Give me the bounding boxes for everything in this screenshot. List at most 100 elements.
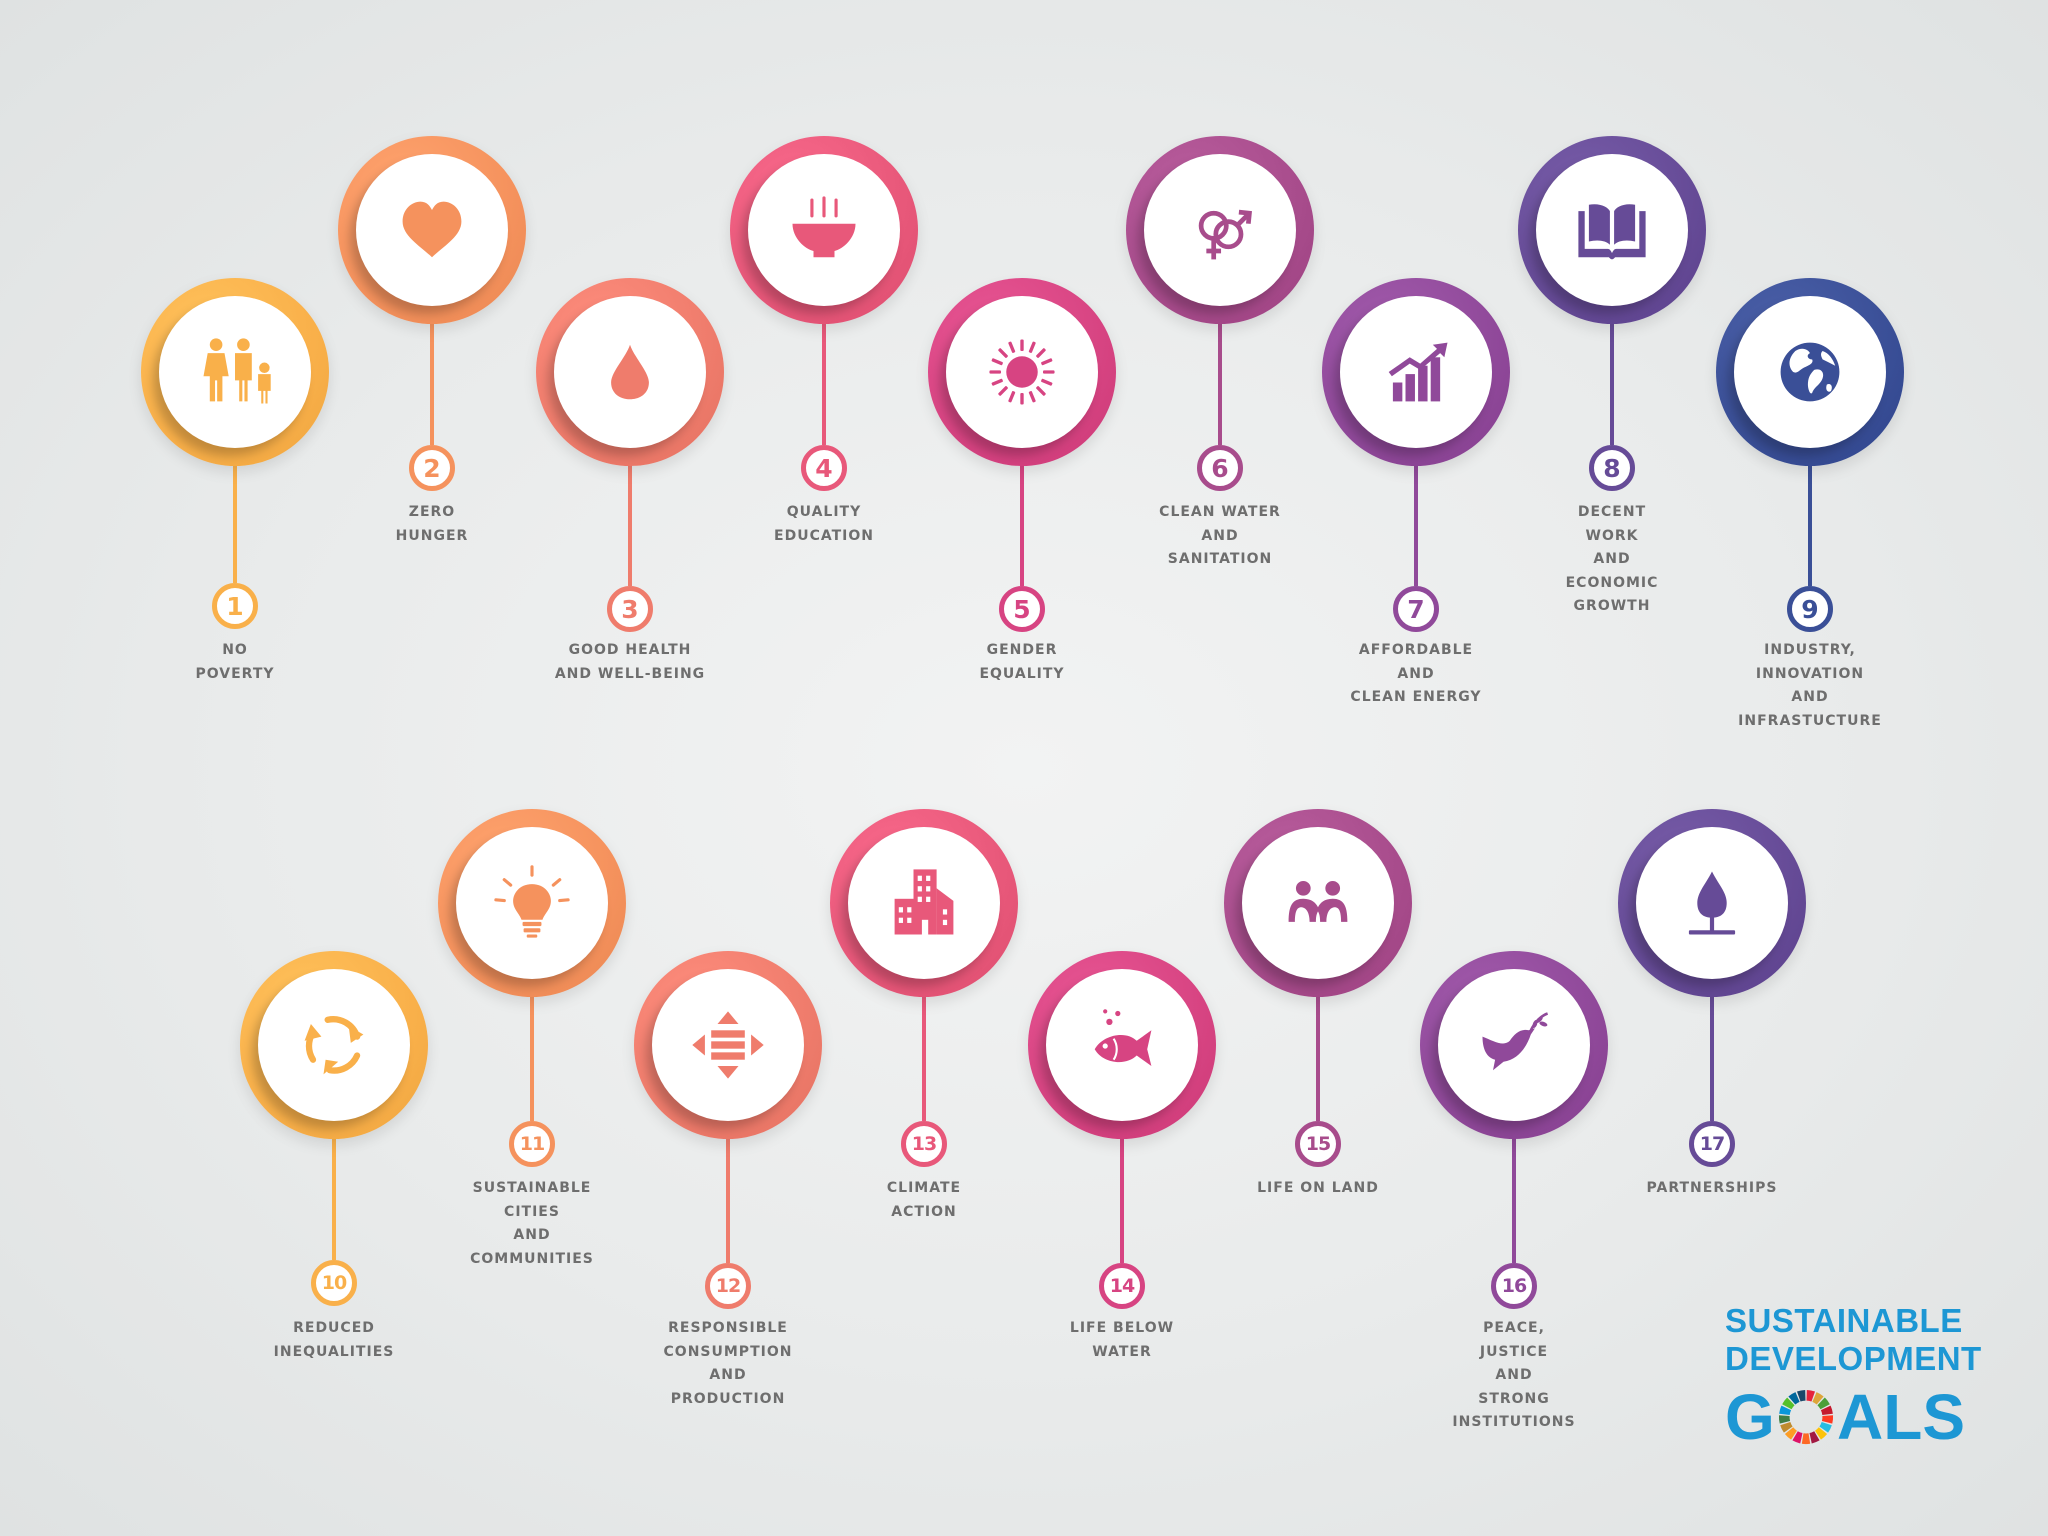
goal-connector-line <box>822 322 826 445</box>
goal-icon-circle <box>1420 951 1608 1139</box>
goal-label: REDUCED INEQUALITIES <box>214 1317 454 1364</box>
sdg-wheel-segment <box>1778 1415 1791 1424</box>
logo-goals-g: G <box>1725 1381 1775 1453</box>
goal-connector-line <box>430 322 434 445</box>
logo-goals-als: ALS <box>1837 1381 1965 1453</box>
goal-label: LIFE ON LAND <box>1198 1177 1438 1201</box>
goal-icon-disc <box>456 827 608 979</box>
goal-icon-disc <box>1734 296 1886 448</box>
goal-icon-disc <box>946 296 1098 448</box>
family-icon <box>203 338 271 404</box>
goal-connector-line <box>726 1137 730 1263</box>
goal-label-line: AFFORDABLE <box>1358 642 1474 658</box>
goal-label-line: AND <box>1397 665 1435 682</box>
goal-label-line: ZERO <box>408 504 456 520</box>
goal-number-badge: 11 <box>509 1121 555 1167</box>
recycle-icon <box>304 1016 364 1075</box>
logo-goals-word: G ALS <box>1725 1382 1980 1452</box>
goal-label-line: INDUSTRY, <box>1764 642 1856 658</box>
goal-label-line: INSTITUTIONS <box>1452 1414 1576 1430</box>
growth-chart-icon <box>1388 342 1448 402</box>
sdg-wheel-segment <box>1782 1397 1795 1410</box>
goal-number-badge: 10 <box>311 1260 357 1306</box>
goal-icon-circle <box>928 278 1116 466</box>
goal-label-line: STRONG <box>1478 1390 1550 1407</box>
goal-label-line: CONSUMPTION <box>663 1343 793 1360</box>
goal-icon-circle <box>1126 136 1314 324</box>
goal-icon-circle <box>730 136 918 324</box>
goal-icon-disc <box>554 296 706 448</box>
goal-icon-circle <box>1518 136 1706 324</box>
goal-label-line: PARTNERSHIPS <box>1646 1180 1778 1196</box>
goal-label-line: INFRASTUCTURE <box>1738 712 1882 729</box>
goal-label-line: QUALITY <box>786 504 862 520</box>
goal-label-line: GROWTH <box>1573 598 1651 614</box>
goal-label-line: COMMUNITIES <box>470 1250 594 1267</box>
goal-label-line: INNOVATION <box>1755 665 1865 682</box>
goal-icon-disc <box>1636 827 1788 979</box>
sdg-wheel-segment <box>1817 1397 1830 1410</box>
sdg-wheel-segment <box>1812 1392 1824 1405</box>
goal-label: RESPONSIBLE CONSUMPTION AND PRODUCTION <box>608 1317 848 1411</box>
goal-label: LIFE BELOW WATER <box>1002 1317 1242 1364</box>
goal-label: INDUSTRY, INNOVATION AND INFRASTUCTURE <box>1690 639 1930 733</box>
goal-icon-circle <box>338 136 526 324</box>
goal-number-badge: 1 <box>212 583 258 629</box>
goal-icon-circle <box>536 278 724 466</box>
goal-label-line: PRODUCTION <box>670 1390 786 1407</box>
goal-label-line: HUNGER <box>395 527 469 544</box>
goal-number-badge: 5 <box>999 586 1045 632</box>
goal-label-line: AND <box>1495 1367 1533 1383</box>
goal-label: CLEAN WATER AND SANITATION <box>1100 501 1340 572</box>
goal-number-badge: 16 <box>1491 1263 1537 1309</box>
goal-connector-line <box>1808 464 1812 586</box>
goal-label-line: RESPONSIBLE <box>668 1320 788 1336</box>
goal-label: SUSTAINABLE CITIES AND COMMUNITIES <box>412 1177 652 1271</box>
goal-icon-disc <box>1242 827 1394 979</box>
goal-connector-line <box>628 464 632 586</box>
logo-line-sustainable: SUSTAINABLE <box>1725 1302 1963 1339</box>
goal-icon-disc <box>652 969 804 1121</box>
goal-label-line: PEACE, <box>1483 1320 1545 1336</box>
goal-label: QUALITY EDUCATION <box>704 501 944 548</box>
goal-icon-circle <box>1028 951 1216 1139</box>
goal-number-badge: 15 <box>1295 1121 1341 1167</box>
goal-number-badge: 12 <box>705 1263 751 1309</box>
goal-label-line: SANITATION <box>1167 551 1273 567</box>
sdg-wheel-segment <box>1788 1392 1800 1405</box>
goal-label-line: GOOD HEALTH <box>568 642 692 658</box>
sdg-wheel-segment <box>1806 1389 1816 1402</box>
goal-number-badge: 9 <box>1787 586 1833 632</box>
goal-icon-disc <box>748 154 900 306</box>
goal-label: CLIMATE ACTION <box>804 1177 1044 1224</box>
goal-connector-line <box>530 995 534 1121</box>
goal-number-badge: 3 <box>607 586 653 632</box>
goal-number-badge: 17 <box>1689 1121 1735 1167</box>
drop-icon <box>611 344 649 400</box>
goal-label-line: NO <box>222 642 248 658</box>
heart-icon <box>402 201 462 258</box>
goal-connector-line <box>1512 1137 1516 1263</box>
goal-icon-circle <box>438 809 626 997</box>
goal-label: DECENT WORK AND ECONOMIC GROWTH <box>1492 501 1732 619</box>
goal-number-badge: 7 <box>1393 586 1439 632</box>
goal-icon-circle <box>240 951 428 1139</box>
goal-icon-circle <box>830 809 1018 997</box>
goal-icon-disc <box>1438 969 1590 1121</box>
goal-icon-circle <box>1716 278 1904 466</box>
goal-icon-circle <box>1224 809 1412 997</box>
goal-label-line: AND <box>709 1367 747 1383</box>
sdg-wheel-segment <box>1784 1427 1797 1440</box>
sdg-logo: SUSTAINABLE DEVELOPMENT G ALS <box>1725 1302 1981 1452</box>
goal-connector-line <box>332 1137 336 1260</box>
goal-label-line: CLEAN ENERGY <box>1350 689 1482 705</box>
goal-label-line: AND <box>513 1227 551 1243</box>
goal-label-line: INEQUALITIES <box>273 1343 395 1360</box>
goal-number-badge: 14 <box>1099 1263 1145 1309</box>
goal-label: AFFORDABLE AND CLEAN ENERGY <box>1296 639 1536 710</box>
goal-label-line: GENDER <box>986 642 1058 658</box>
goal-number-badge: 6 <box>1197 445 1243 491</box>
lightbulb-icon <box>494 865 570 938</box>
goal-label-line: AND <box>1791 689 1829 705</box>
goal-label-line: REDUCED <box>293 1320 375 1336</box>
